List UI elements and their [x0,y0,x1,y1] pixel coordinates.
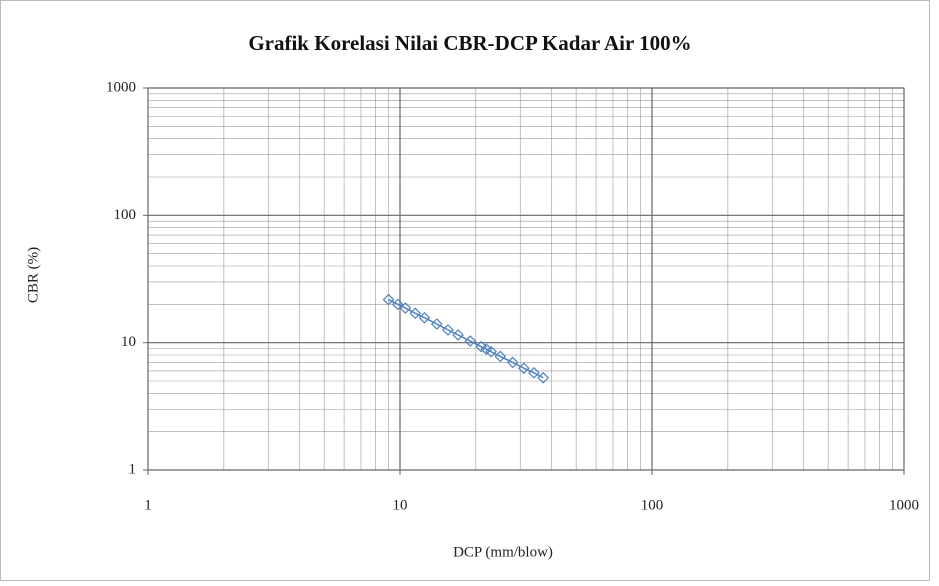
chart-title: Grafik Korelasi Nilai CBR-DCP Kadar Air … [248,31,691,55]
data-point [409,307,422,320]
y-tick-label: 1000 [106,79,136,95]
x-tick-label: 1 [144,497,152,513]
x-axis-label: DCP (mm/blow) [453,544,553,560]
y-tick-label: 100 [114,207,137,223]
plot-area [147,87,905,471]
data-point [528,366,540,379]
data-point [399,302,412,314]
data-point [442,324,454,336]
y-tick-label: 1 [129,461,137,477]
x-tick-label: 100 [641,497,664,513]
data-point [485,345,498,358]
data-point [475,340,488,353]
y-axis-label: CBR (%) [25,247,41,303]
data-point [537,371,550,384]
data-point [391,298,404,311]
data-point [452,329,464,341]
data-point [418,311,431,324]
data-point [517,362,530,375]
x-tick-label: 10 [393,497,408,513]
y-tick-label: 10 [121,334,136,350]
data-point [506,356,519,369]
x-tick-label: 1000 [889,497,919,513]
data-point [494,350,507,363]
data-point [382,293,395,306]
data-point [464,335,477,347]
data-point [430,318,443,330]
